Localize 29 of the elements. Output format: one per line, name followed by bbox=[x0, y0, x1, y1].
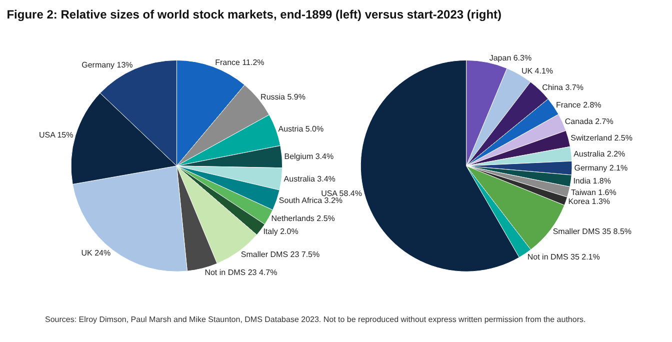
slice-label: China 3.7% bbox=[542, 83, 584, 92]
slice-label: Korea 1.3% bbox=[568, 197, 610, 206]
slice-label: Not in DMS 35 2.1% bbox=[527, 252, 600, 262]
slice-label: UK 4.1% bbox=[521, 66, 554, 76]
source-note: Sources: Elroy Dimson, Paul Marsh and Mike Staunton, DMS Database 2023. Not to be reproduced without express written permission from the authors. bbox=[45, 315, 586, 324]
slice-label: Switzerland 2.5% bbox=[570, 134, 632, 143]
slice-label: Canada 2.7% bbox=[564, 117, 614, 126]
slice-label: USA 15% bbox=[38, 130, 74, 140]
slice-label: Australia 3.4% bbox=[284, 174, 336, 184]
slice-label: USA 58.4% bbox=[321, 189, 362, 198]
slice-label: India 1.8% bbox=[573, 176, 612, 186]
slice-label: France 2.8% bbox=[556, 100, 602, 110]
slice-label: Austria 5.0% bbox=[278, 124, 324, 134]
slice-label: Not in DMS 23 4.7% bbox=[204, 268, 278, 278]
slice-label: Russia 5.9% bbox=[260, 92, 306, 102]
slice-label: South Africa 3.2% bbox=[278, 196, 343, 206]
slice-label: Germany 13% bbox=[82, 60, 133, 70]
slice-label: Netherlands 2.5% bbox=[271, 214, 335, 223]
slice-label: Smaller DMS 35 8.5% bbox=[552, 226, 632, 236]
slice-label: Italy 2.0% bbox=[263, 226, 298, 236]
slice-label: Germany 2.1% bbox=[574, 164, 628, 173]
slice-label: Taiwan 1.6% bbox=[570, 188, 616, 197]
chart-title: Figure 2: Relative sizes of world stock markets, end-1899 (left) versus start-2023 (right) bbox=[6, 8, 502, 22]
slice-label: Smaller DMS 23 7.5% bbox=[240, 250, 320, 259]
slice-label: UK 24% bbox=[81, 248, 111, 258]
slice-label: Australia 2.2% bbox=[574, 149, 626, 158]
slice-label: France 11.2% bbox=[215, 58, 264, 68]
slice-label: Belgium 3.4% bbox=[284, 152, 334, 162]
slice-label: Japan 6.3% bbox=[489, 53, 532, 62]
